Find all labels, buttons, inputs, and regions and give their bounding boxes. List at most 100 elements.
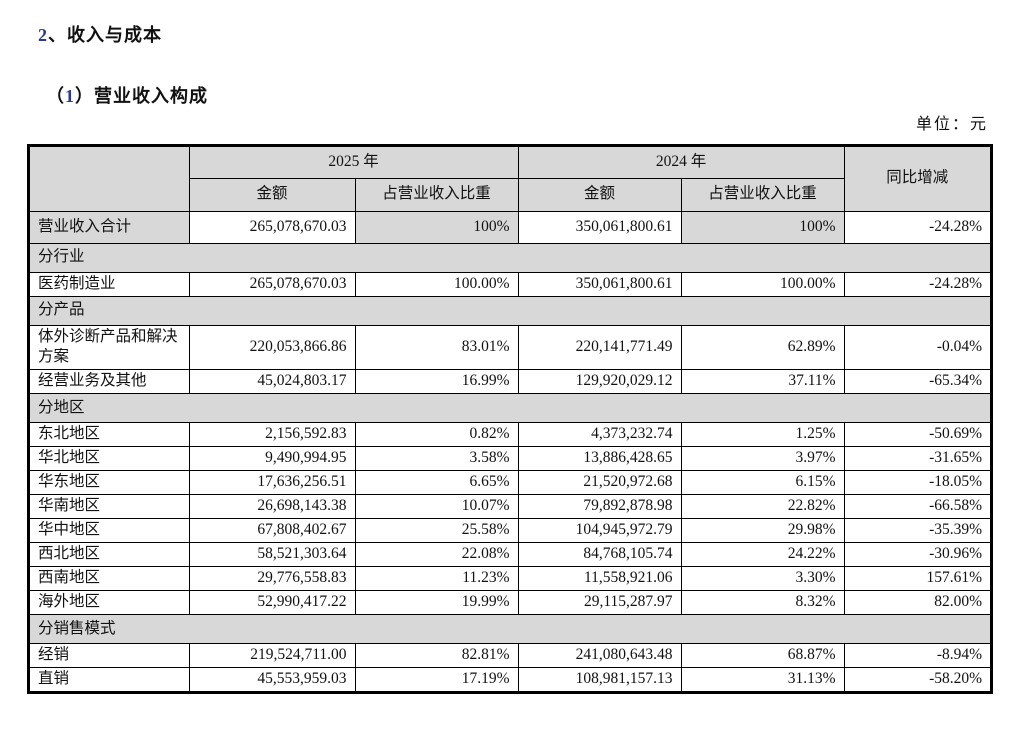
row-label-cell: 西南地区 [28,566,190,592]
amount-2025-cell: 29,776,558.83 [188,566,356,592]
table-row: 体外诊断产品和解决方案 220,053,866.86 83.01% 220,141,7… [28,324,992,371]
ratio-2024-cell: 29.98% [680,518,845,544]
yoy-cell: -50.69% [843,422,992,448]
amount-2025-cell: 45,553,959.03 [188,667,356,693]
amount-2025-cell: 26,698,143.38 [188,494,356,520]
table-row: 华南地区 26,698,143.38 10.07% 79,892,878.98 22.8… [28,494,992,520]
table-row: 经销 219,524,711.00 82.81% 241,080,643.48 68.8… [28,643,992,669]
subsection-paren-open: （ [46,86,65,106]
amount-2024-cell: 241,080,643.48 [517,643,682,669]
yoy-cell: -0.04% [843,324,992,371]
yoy-cell: -31.65% [843,446,992,472]
amount-2025-cell: 2,156,592.83 [188,422,356,448]
amount-2025-cell: 45,024,803.17 [188,369,356,395]
amount-2024-cell: 129,920,029.12 [517,369,682,395]
ratio-2025-cell: 83.01% [354,324,519,371]
ratio-2024-cell: 100% [680,210,845,244]
ratio-2024-cell: 68.87% [680,643,845,669]
amount-2024-header: 金额 [517,177,682,212]
yoy-cell: 157.61% [843,566,992,592]
row-label-cell: 西北地区 [28,542,190,568]
table-row: 营业收入合计 265,078,670.03 100% 350,061,800.61 10… [28,210,992,244]
amount-2025-cell: 220,053,866.86 [188,324,356,371]
ratio-2024-cell: 6.15% [680,470,845,496]
ratio-2025-cell: 6.65% [354,470,519,496]
amount-2024-cell: 13,886,428.65 [517,446,682,472]
ratio-2024-header: 占营业收入比重 [680,177,845,212]
header-row-metrics: 金额 占营业收入比重 金额 占营业收入比重 [29,177,991,212]
table-row: 西南地区 29,776,558.83 11.23% 11,558,921.06 3.30… [28,566,992,592]
ratio-2024-cell: 3.97% [680,446,845,472]
section-label-cell: 分销售模式 [28,614,992,645]
yoy-cell: -8.94% [843,643,992,669]
ratio-2025-cell: 100.00% [354,271,519,297]
yoy-cell: -18.05% [843,470,992,496]
row-label-cell: 直销 [28,667,190,693]
yoy-cell: -58.20% [843,667,992,693]
table-row: 经营业务及其他 45,024,803.17 16.99% 129,920,029.12… [28,369,992,395]
section-label-cell: 分地区 [28,393,992,424]
table-row: 华中地区 67,808,402.67 25.58% 104,945,972.79 29.… [28,518,992,544]
yoy-cell: -24.28% [843,210,992,244]
table-header: 2025 年 2024 年 同比增减 金额 占营业收入比重 金额 占营业收入比重 [28,145,992,212]
subsection-text: 营业收入构成 [94,86,208,106]
section-label-cell: 分行业 [28,242,992,273]
revenue-table-body: 营业收入合计 265,078,670.03 100% 350,061,800.61 10… [28,210,992,693]
ratio-2025-cell: 0.82% [354,422,519,448]
amount-2024-cell: 29,115,287.97 [517,590,682,616]
row-label-cell: 营业收入合计 [28,210,190,244]
row-label-cell: 体外诊断产品和解决方案 [28,324,190,371]
amount-2025-cell: 9,490,994.95 [188,446,356,472]
table-row: 直销 45,553,959.03 17.19% 108,981,157.13 31.13… [28,667,992,693]
amount-2024-cell: 104,945,972.79 [517,518,682,544]
amount-2024-cell: 350,061,800.61 [517,210,682,244]
ratio-2025-cell: 3.58% [354,446,519,472]
section-label-cell: 分产品 [28,295,992,326]
unit-label: 单位：元 [915,116,988,133]
ratio-2025-cell: 11.23% [354,566,519,592]
yoy-header: 同比增减 [843,145,992,212]
year-2025-header: 2025 年 [188,145,519,179]
row-label-cell: 华东地区 [28,470,190,496]
section-title: 2、收入与成本 [38,21,162,47]
amount-2025-cell: 265,078,670.03 [188,210,356,244]
row-label-cell: 华北地区 [28,446,190,472]
row-label-cell: 华中地区 [28,518,190,544]
amount-2025-cell: 219,524,711.00 [188,643,356,669]
section-row: 分地区 [28,393,992,424]
amount-2024-cell: 84,768,105.74 [517,542,682,568]
yoy-cell: -30.96% [843,542,992,568]
yoy-cell: -65.34% [843,369,992,395]
yoy-cell: 82.00% [843,590,992,616]
row-label-cell: 华南地区 [28,494,190,520]
ratio-2024-cell: 31.13% [680,667,845,693]
ratio-2024-cell: 24.22% [680,542,845,568]
section-text: 收入与成本 [67,24,162,45]
section-separator: 、 [48,24,67,45]
section-row: 分产品 [28,295,992,326]
ratio-2024-cell: 22.82% [680,494,845,520]
amount-2025-cell: 265,078,670.03 [188,271,356,297]
ratio-2024-cell: 100.00% [680,271,845,297]
amount-2025-header: 金额 [188,177,356,212]
ratio-2025-cell: 100% [354,210,519,244]
amount-2025-cell: 67,808,402.67 [188,518,356,544]
table-row: 海外地区 52,990,417.22 19.99% 29,115,287.97 8.32… [28,590,992,616]
amount-2024-cell: 350,061,800.61 [517,271,682,297]
header-row-years: 2025 年 2024 年 同比增减 [28,145,992,212]
amount-2025-cell: 52,990,417.22 [188,590,356,616]
ratio-2025-cell: 82.81% [354,643,519,669]
subsection-paren-close: ） [75,86,94,106]
table-row: 医药制造业 265,078,670.03 100.00% 350,061,800.61… [28,271,992,297]
yoy-cell: -35.39% [843,518,992,544]
row-label-cell: 东北地区 [28,422,190,448]
corner-cell [28,145,190,212]
ratio-2025-cell: 22.08% [354,542,519,568]
table-row: 东北地区 2,156,592.83 0.82% 4,373,232.74 1.25% -5… [28,422,992,448]
year-2024-header: 2024 年 [517,145,845,179]
ratio-2024-cell: 8.32% [680,590,845,616]
amount-2025-cell: 17,636,256.51 [188,470,356,496]
ratio-2025-cell: 10.07% [354,494,519,520]
ratio-2025-cell: 25.58% [354,518,519,544]
